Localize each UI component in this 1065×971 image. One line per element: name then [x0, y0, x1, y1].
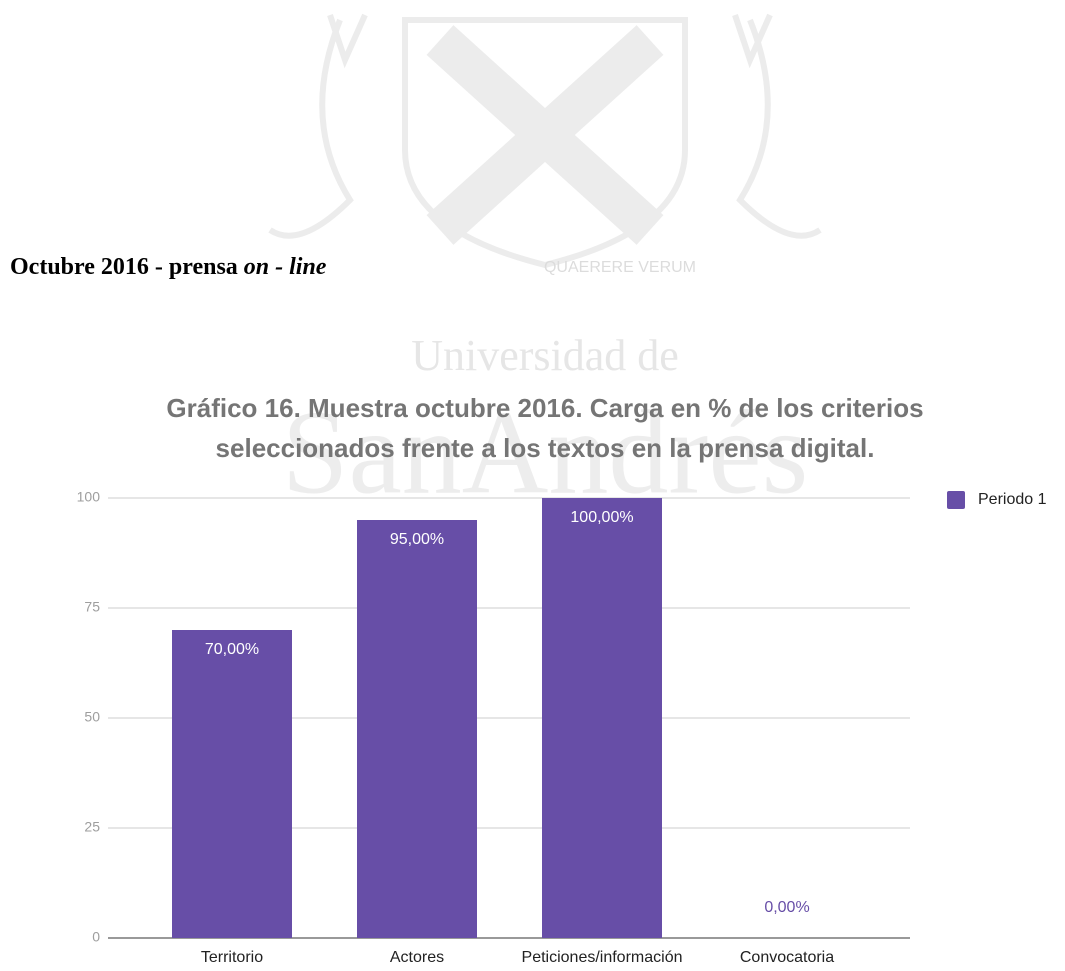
watermark-line: Universidad de [411, 331, 679, 380]
y-tick-label: 100 [77, 489, 101, 505]
heading-emphasis: on - line [244, 254, 327, 280]
legend-swatch [947, 491, 965, 509]
y-tick-label: 25 [84, 819, 100, 835]
x-tick-label: Territorio [201, 949, 263, 966]
bar [357, 520, 477, 938]
bar [542, 498, 662, 938]
y-tick-label: 0 [92, 929, 100, 945]
data-label: 100,00% [570, 509, 633, 526]
x-tick-label: Peticiones/información [522, 949, 683, 966]
heading: Octubre 2016 - prensa on - line [10, 254, 327, 280]
data-label: 70,00% [205, 641, 259, 658]
x-tick-label: Convocatoria [740, 949, 834, 966]
data-label: 0,00% [764, 899, 809, 916]
watermark-line: SanAndrés [282, 386, 809, 519]
bar [172, 630, 292, 938]
heading-text: Octubre 2016 - prensa [10, 254, 244, 280]
data-label: 95,00% [390, 531, 444, 548]
x-tick-label: Actores [390, 949, 444, 966]
watermark-motto: QUAERERE VERUM [544, 259, 696, 276]
chart: 0 25 50 75 100 Territorio Actores Peticiones/in… [77, 489, 1047, 967]
watermark-crest [268, 13, 822, 269]
chart-title: Gráfico 16. Muestra octubre 2016. Carga … [166, 393, 923, 423]
legend-label: Periodo 1 [978, 491, 1047, 508]
chart-title: seleccionados frente a los textos en la … [216, 433, 875, 463]
y-tick-label: 50 [84, 709, 100, 725]
y-tick-label: 75 [84, 599, 100, 615]
